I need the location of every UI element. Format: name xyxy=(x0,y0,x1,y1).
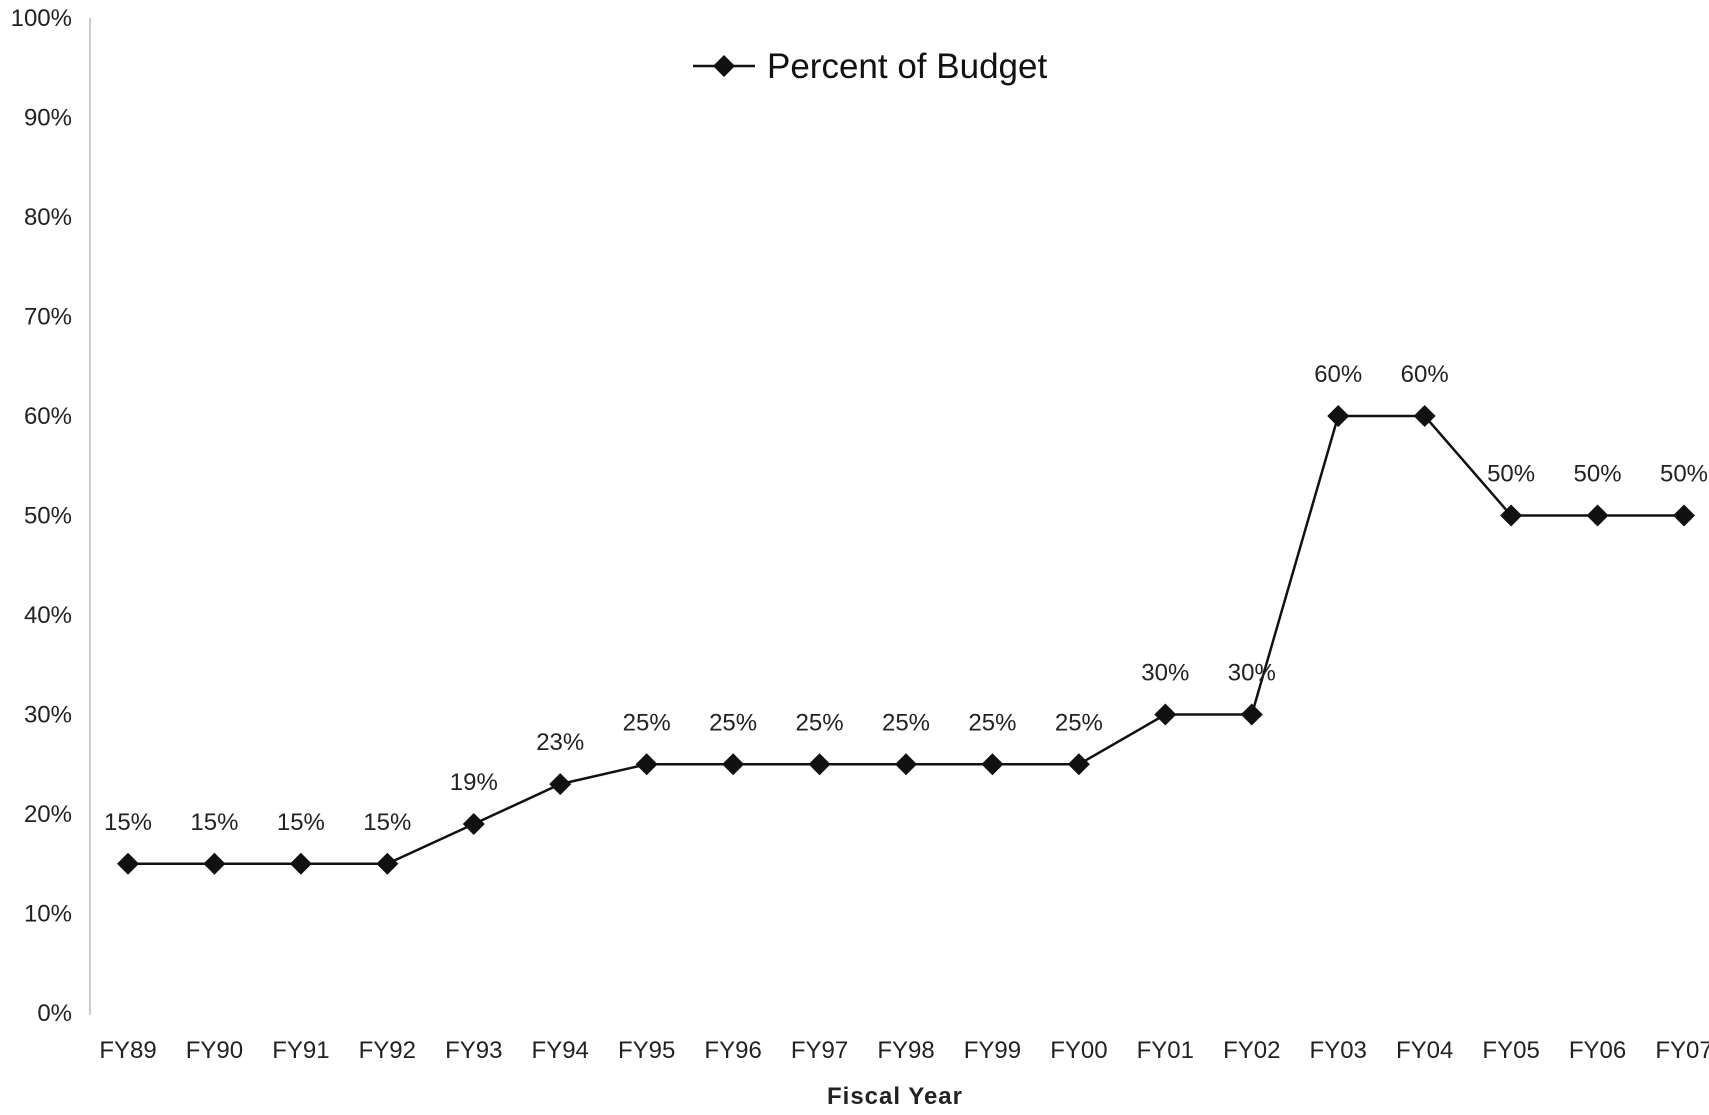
data-point-marker xyxy=(1413,405,1436,427)
x-tick-label: FY99 xyxy=(964,1037,1021,1064)
y-tick-label: 60% xyxy=(24,403,72,430)
x-tick-label: FY90 xyxy=(186,1037,243,1064)
data-point-marker xyxy=(549,773,572,796)
x-tick-label: FY07 xyxy=(1655,1037,1709,1064)
x-tick-label: FY92 xyxy=(359,1037,416,1064)
data-labels: 15% 15% 15% 15% 19% 23% 25% 25% 25% 25% 25% 25% 30% 3… xyxy=(104,361,1708,836)
data-point-label: 23% xyxy=(536,729,584,756)
x-tick-label: FY94 xyxy=(532,1037,589,1064)
data-point-marker xyxy=(1067,753,1090,776)
data-point-label: 19% xyxy=(450,769,498,796)
data-point-marker xyxy=(722,753,745,776)
data-point-label: 15% xyxy=(190,809,238,836)
y-tick-label: 40% xyxy=(24,602,72,629)
y-tick-label: 30% xyxy=(24,702,72,729)
data-point-marker xyxy=(1586,504,1609,527)
x-tick-label: FY00 xyxy=(1050,1037,1107,1064)
series-line-percent-of-budget xyxy=(128,414,1684,866)
series-markers xyxy=(117,405,1695,875)
x-tick-label: FY04 xyxy=(1396,1037,1453,1064)
y-tick-label: 10% xyxy=(24,901,72,928)
data-point-label: 30% xyxy=(1228,660,1276,687)
y-tick-label: 80% xyxy=(24,204,72,231)
x-tick-label: FY06 xyxy=(1569,1037,1626,1064)
x-tick-label: FY95 xyxy=(618,1037,675,1064)
data-point-label: 60% xyxy=(1401,361,1449,388)
data-point-label: 25% xyxy=(882,709,930,736)
data-point-label: 60% xyxy=(1314,361,1362,388)
data-point-label: 25% xyxy=(968,709,1016,736)
y-axis-ticks: 0% 10% 20% 30% 40% 50% 60% 70% 80% 90% 100% xyxy=(11,5,72,1027)
y-tick-label: 100% xyxy=(11,5,72,32)
legend-diamond-marker xyxy=(713,55,735,77)
data-point-marker xyxy=(376,852,399,875)
x-tick-label: FY02 xyxy=(1223,1037,1280,1064)
data-point-label: 15% xyxy=(277,809,325,836)
x-tick-label: FY97 xyxy=(791,1037,848,1064)
legend-label: Percent of Budget xyxy=(767,47,1047,86)
data-point-marker xyxy=(1327,405,1350,427)
x-axis-ticks: FY89 FY90 FY91 FY92 FY93 FY94 FY95 FY96 FY97 FY98… xyxy=(99,1037,1709,1064)
y-tick-label: 50% xyxy=(24,503,72,530)
data-point-marker xyxy=(117,852,139,875)
x-tick-label: FY96 xyxy=(704,1037,761,1064)
data-point-marker xyxy=(635,753,658,776)
x-tick-label: FY05 xyxy=(1482,1037,1539,1064)
y-tick-label: 20% xyxy=(24,801,72,828)
data-point-label: 25% xyxy=(796,709,844,736)
data-point-label: 50% xyxy=(1660,461,1708,488)
y-tick-label: 0% xyxy=(37,1000,72,1027)
x-tick-label: FY03 xyxy=(1310,1037,1367,1064)
data-point-marker xyxy=(289,852,312,875)
y-tick-label: 90% xyxy=(24,105,72,132)
data-point-label: 15% xyxy=(104,809,152,836)
data-point-marker xyxy=(1154,703,1177,726)
data-point-label: 30% xyxy=(1141,660,1189,687)
x-tick-label: FY89 xyxy=(99,1037,156,1064)
x-tick-label: FY98 xyxy=(877,1037,934,1064)
x-tick-label: FY01 xyxy=(1137,1037,1194,1064)
data-point-marker xyxy=(462,812,485,835)
data-point-marker xyxy=(895,753,917,776)
x-tick-label: FY91 xyxy=(272,1037,329,1064)
data-point-label: 25% xyxy=(623,709,671,736)
data-point-marker xyxy=(203,852,226,875)
legend: Percent of Budget xyxy=(693,47,1047,86)
data-point-marker xyxy=(808,753,831,776)
data-point-marker xyxy=(1673,504,1695,527)
data-point-marker xyxy=(1240,703,1263,726)
data-point-marker xyxy=(981,753,1004,776)
data-point-label: 15% xyxy=(363,809,411,836)
data-point-label: 50% xyxy=(1487,461,1535,488)
data-point-label: 25% xyxy=(1055,709,1103,736)
x-tick-label: FY93 xyxy=(445,1037,502,1064)
data-point-label: 25% xyxy=(709,709,757,736)
x-axis-title: Fiscal Year xyxy=(827,1083,963,1110)
data-point-label: 50% xyxy=(1574,461,1622,488)
y-tick-label: 70% xyxy=(24,304,72,331)
data-point-marker xyxy=(1500,504,1523,527)
